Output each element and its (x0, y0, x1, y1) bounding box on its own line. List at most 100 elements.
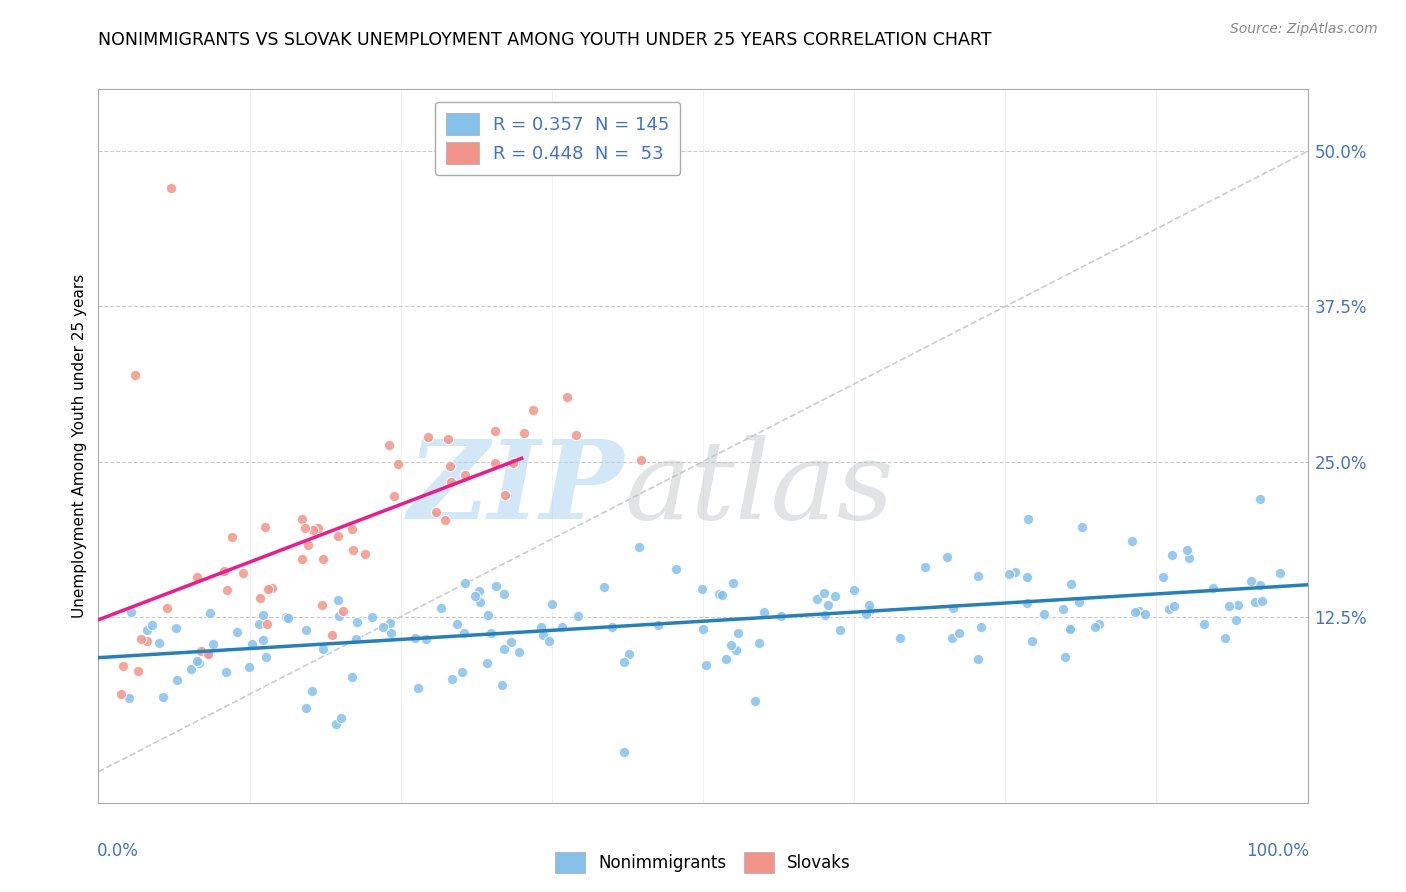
Point (630, 452, 652, 467)
Point (378, 615, 401, 630)
Point (889, 631, 911, 645)
Point (212, 564, 235, 578)
Point (1054, 650, 1077, 665)
Point (326, 593, 349, 607)
Text: 100.0%: 100.0% (1246, 842, 1309, 860)
Point (260, 581, 283, 595)
Point (198, 648, 221, 662)
Point (806, 592, 828, 607)
Point (494, 487, 516, 501)
Point (111, 659, 134, 673)
Point (201, 637, 224, 651)
Point (1218, 599, 1240, 614)
Point (942, 601, 965, 615)
Point (165, 621, 187, 635)
Point (627, 540, 650, 554)
Point (135, 634, 157, 648)
Point (859, 603, 882, 617)
Point (914, 560, 936, 574)
Point (1017, 596, 1039, 610)
Point (439, 458, 461, 473)
Point (468, 595, 491, 609)
Point (1123, 605, 1146, 619)
Point (346, 615, 368, 629)
Point (1213, 631, 1236, 645)
Point (380, 625, 402, 640)
Point (276, 610, 298, 624)
Point (291, 512, 314, 526)
Point (387, 457, 409, 471)
Point (415, 632, 437, 646)
Point (464, 589, 486, 603)
Point (813, 585, 835, 599)
Point (232, 566, 254, 581)
Point (127, 665, 149, 679)
Point (538, 634, 561, 648)
Point (830, 623, 852, 637)
Point (215, 665, 238, 680)
Point (541, 597, 564, 611)
Point (198, 606, 221, 620)
Point (1059, 622, 1081, 636)
Point (491, 678, 513, 692)
Point (593, 580, 616, 594)
Point (824, 589, 846, 603)
Point (613, 655, 636, 669)
Point (522, 403, 544, 417)
Point (695, 658, 717, 673)
Point (1133, 607, 1156, 621)
Text: atlas: atlas (624, 435, 894, 542)
Point (291, 552, 314, 566)
Point (256, 617, 278, 632)
Point (249, 591, 271, 605)
Point (1088, 616, 1111, 631)
Point (294, 623, 316, 637)
Point (484, 424, 506, 438)
Point (1004, 565, 1026, 579)
Point (446, 617, 468, 632)
Point (1192, 616, 1215, 631)
Point (600, 620, 623, 634)
Point (555, 390, 578, 404)
Point (344, 632, 367, 646)
Point (1202, 582, 1225, 596)
Point (1161, 548, 1184, 562)
Point (858, 598, 880, 612)
Point (110, 687, 132, 701)
Point (371, 619, 394, 633)
Point (477, 656, 499, 670)
Point (714, 652, 737, 666)
Point (186, 570, 208, 584)
Point (492, 642, 515, 657)
Point (301, 523, 323, 537)
Legend: Nonimmigrants, Slovaks: Nonimmigrants, Slovaks (548, 846, 858, 880)
Point (156, 601, 179, 615)
Point (321, 628, 343, 642)
Point (769, 609, 792, 624)
Point (152, 690, 174, 705)
Point (1178, 550, 1201, 565)
Point (1084, 620, 1107, 634)
Point (433, 513, 456, 527)
Point (665, 562, 688, 576)
Point (1159, 601, 1181, 615)
Point (721, 575, 744, 590)
Point (254, 520, 277, 534)
Text: ZIP: ZIP (408, 435, 624, 542)
Point (360, 610, 382, 624)
Point (720, 638, 742, 652)
Point (1015, 570, 1038, 584)
Point (425, 505, 447, 519)
Point (1052, 602, 1074, 616)
Point (1226, 599, 1249, 613)
Point (1175, 543, 1198, 558)
Point (141, 618, 163, 632)
Point (217, 583, 239, 598)
Text: Source: ZipAtlas.com: Source: ZipAtlas.com (1230, 22, 1378, 37)
Point (297, 538, 319, 552)
Point (936, 549, 959, 564)
Point (454, 467, 477, 482)
Point (254, 650, 277, 665)
Point (129, 632, 152, 646)
Point (707, 587, 730, 601)
